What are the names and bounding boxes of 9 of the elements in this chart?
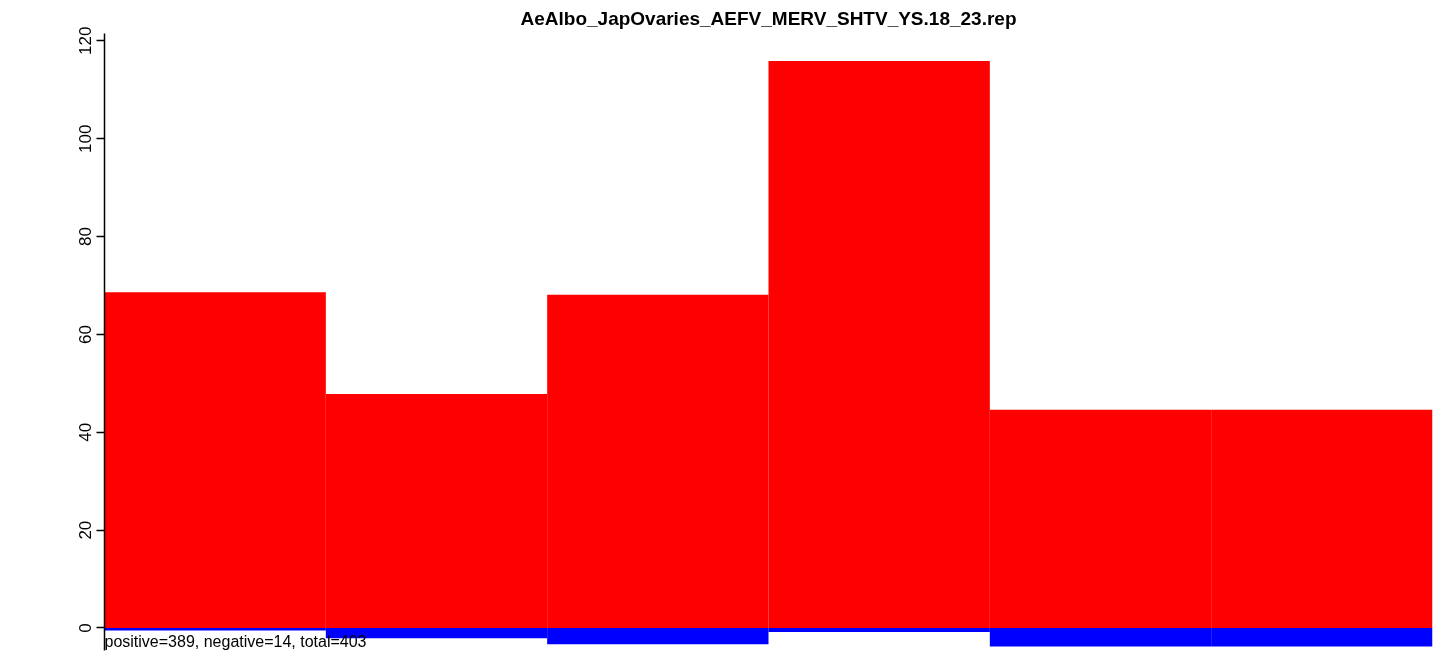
chart-title: AeAlbo_JapOvaries_AEFV_MERV_SHTV_YS.18_23.rep <box>520 7 1017 29</box>
y-tick-label: 40 <box>76 422 96 442</box>
annotation: positive=389, negative=14, total=403 <box>104 632 367 650</box>
y-tick-label: 60 <box>76 324 96 344</box>
y-tick-label: 80 <box>76 227 96 247</box>
y-tick-label: 120 <box>76 26 96 56</box>
y-tick-label: 20 <box>76 520 96 540</box>
y-tick-label: 100 <box>76 124 96 153</box>
y-tick-label: 0 <box>76 623 96 633</box>
